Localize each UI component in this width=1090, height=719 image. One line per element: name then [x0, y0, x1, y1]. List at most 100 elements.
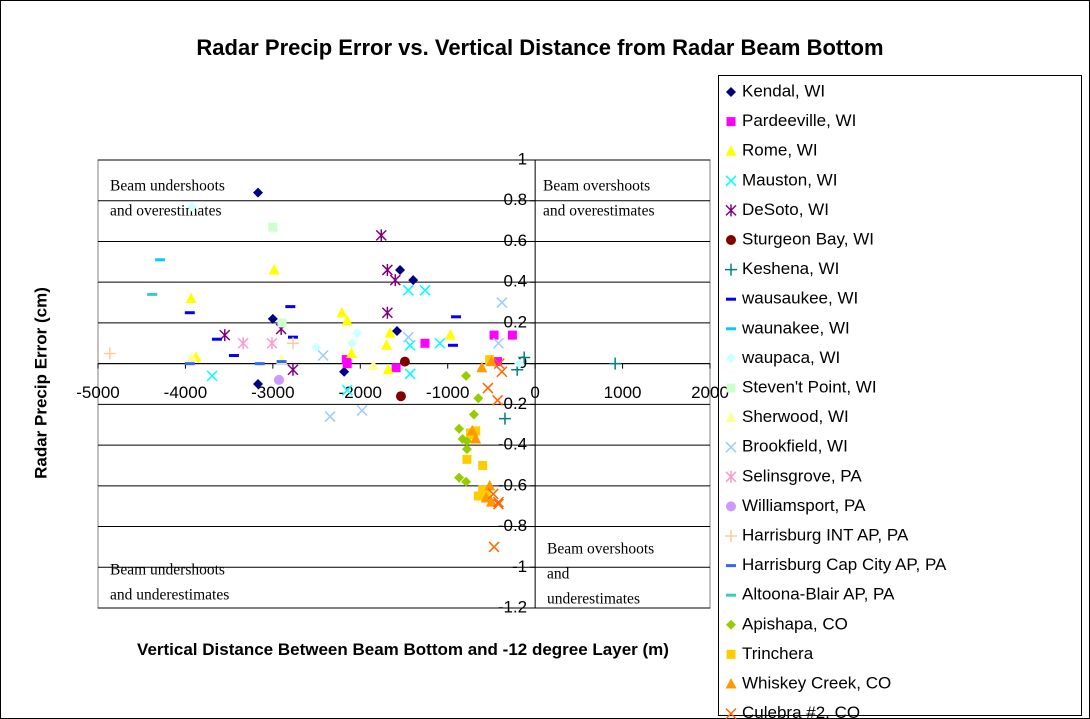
legend-marker: [725, 204, 737, 217]
y-tick-label: 0.4: [504, 272, 528, 291]
scatter-point: [342, 359, 352, 369]
marker-shape: [492, 496, 504, 508]
marker-shape: [726, 353, 736, 364]
marker-shape: [725, 175, 737, 187]
scatter-point: [478, 485, 488, 495]
scatter-point: [367, 359, 379, 371]
scatter-point: [384, 327, 396, 338]
marker-shape: [461, 444, 472, 455]
marker-shape: [725, 145, 737, 156]
scatter-point: [324, 411, 336, 423]
legend-label: DeSoto, WI: [742, 200, 829, 219]
scatter-point: [346, 347, 358, 358]
marker-shape: [725, 204, 737, 217]
marker-shape: [514, 358, 525, 369]
marker-shape: [609, 357, 622, 370]
legend-label: wausaukee, WI: [741, 289, 858, 308]
marker-shape: [341, 314, 353, 326]
marker-shape: [725, 678, 737, 689]
marker-shape: [454, 423, 465, 434]
annotation: Beam overshoots: [543, 178, 650, 195]
scatter-point: [391, 363, 401, 373]
scatter-point: [341, 314, 353, 326]
marker-shape: [726, 117, 736, 127]
annotation: Beam undershoots: [110, 562, 225, 579]
scatter-point: [461, 370, 472, 381]
scatter-point: [473, 393, 484, 404]
marker-shape: [726, 87, 736, 97]
marker-shape: [489, 330, 499, 340]
y-tick-label: 0.8: [504, 190, 528, 209]
legend-box: [718, 75, 1082, 716]
marker-shape: [725, 441, 737, 453]
marker-shape: [444, 329, 456, 340]
legend-marker: [726, 117, 736, 127]
marker-shape: [317, 349, 329, 362]
annotation: and overestimates: [543, 203, 654, 220]
scatter-point: [389, 274, 401, 287]
marker-shape: [484, 479, 496, 491]
scatter-point: [518, 351, 531, 364]
scatter-point: [287, 363, 299, 376]
y-tick-label: -1.2: [498, 597, 527, 616]
scatter-point: [277, 318, 287, 328]
marker-shape: [493, 358, 505, 370]
x-axis-title: Vertical Distance Between Beam Bottom an…: [137, 640, 669, 659]
marker-shape: [485, 496, 497, 507]
marker-shape: [725, 411, 737, 423]
marker-shape: [419, 284, 431, 296]
scatter-point: [402, 331, 414, 343]
marker-shape: [103, 347, 116, 360]
marker-shape: [342, 359, 352, 369]
marker-shape: [471, 426, 481, 436]
marker-shape: [473, 393, 484, 404]
legend-label: Harrisburg INT AP, PA: [742, 525, 909, 544]
marker-shape: [725, 470, 737, 483]
marker-shape: [420, 338, 430, 348]
scatter-point: [482, 382, 494, 394]
marker-shape: [462, 454, 472, 464]
marker-shape: [404, 368, 416, 380]
legend-label: Selinsgrove, PA: [742, 466, 862, 485]
scatter-point: [489, 330, 499, 340]
legend-label: Steven't Point, WI: [742, 377, 877, 396]
plot-area: [97, 159, 711, 609]
y-tick-label: -1: [512, 557, 527, 576]
scatter-point: [352, 328, 363, 339]
marker-shape: [389, 274, 401, 287]
marker-shape: [391, 363, 401, 373]
marker-shape: [498, 412, 511, 425]
annotation: underestimates: [547, 591, 640, 608]
marker-shape: [470, 432, 482, 444]
marker-shape: [473, 491, 483, 501]
scatter-point: [186, 201, 197, 212]
marker-shape: [480, 492, 492, 503]
legend-marker: [726, 235, 736, 245]
scatter-point: [356, 404, 368, 417]
marker-shape: [454, 472, 465, 483]
marker-shape: [252, 379, 263, 389]
scatter-point: [484, 479, 496, 491]
scatter-point: [485, 496, 497, 507]
marker-shape: [324, 411, 336, 423]
annotation: and: [547, 566, 570, 583]
marker-shape: [488, 541, 500, 553]
scatter-point: [507, 330, 517, 340]
marker-shape: [206, 370, 218, 382]
annotation: Beam undershoots: [110, 178, 225, 195]
scatter-point: [268, 222, 278, 232]
legend-label: Rome, WI: [742, 141, 818, 160]
scatter-point: [468, 409, 479, 420]
marker-shape: [476, 361, 488, 373]
scatter-point: [514, 358, 525, 369]
scatter-point: [461, 476, 472, 487]
scatter-point: [408, 275, 419, 286]
scatter-point: [420, 338, 430, 348]
scatter-point: [339, 366, 350, 377]
marker-shape: [381, 339, 393, 350]
y-tick-label: -0.8: [498, 516, 527, 535]
marker-shape: [341, 384, 353, 396]
marker-shape: [352, 328, 363, 339]
marker-shape: [478, 460, 488, 470]
